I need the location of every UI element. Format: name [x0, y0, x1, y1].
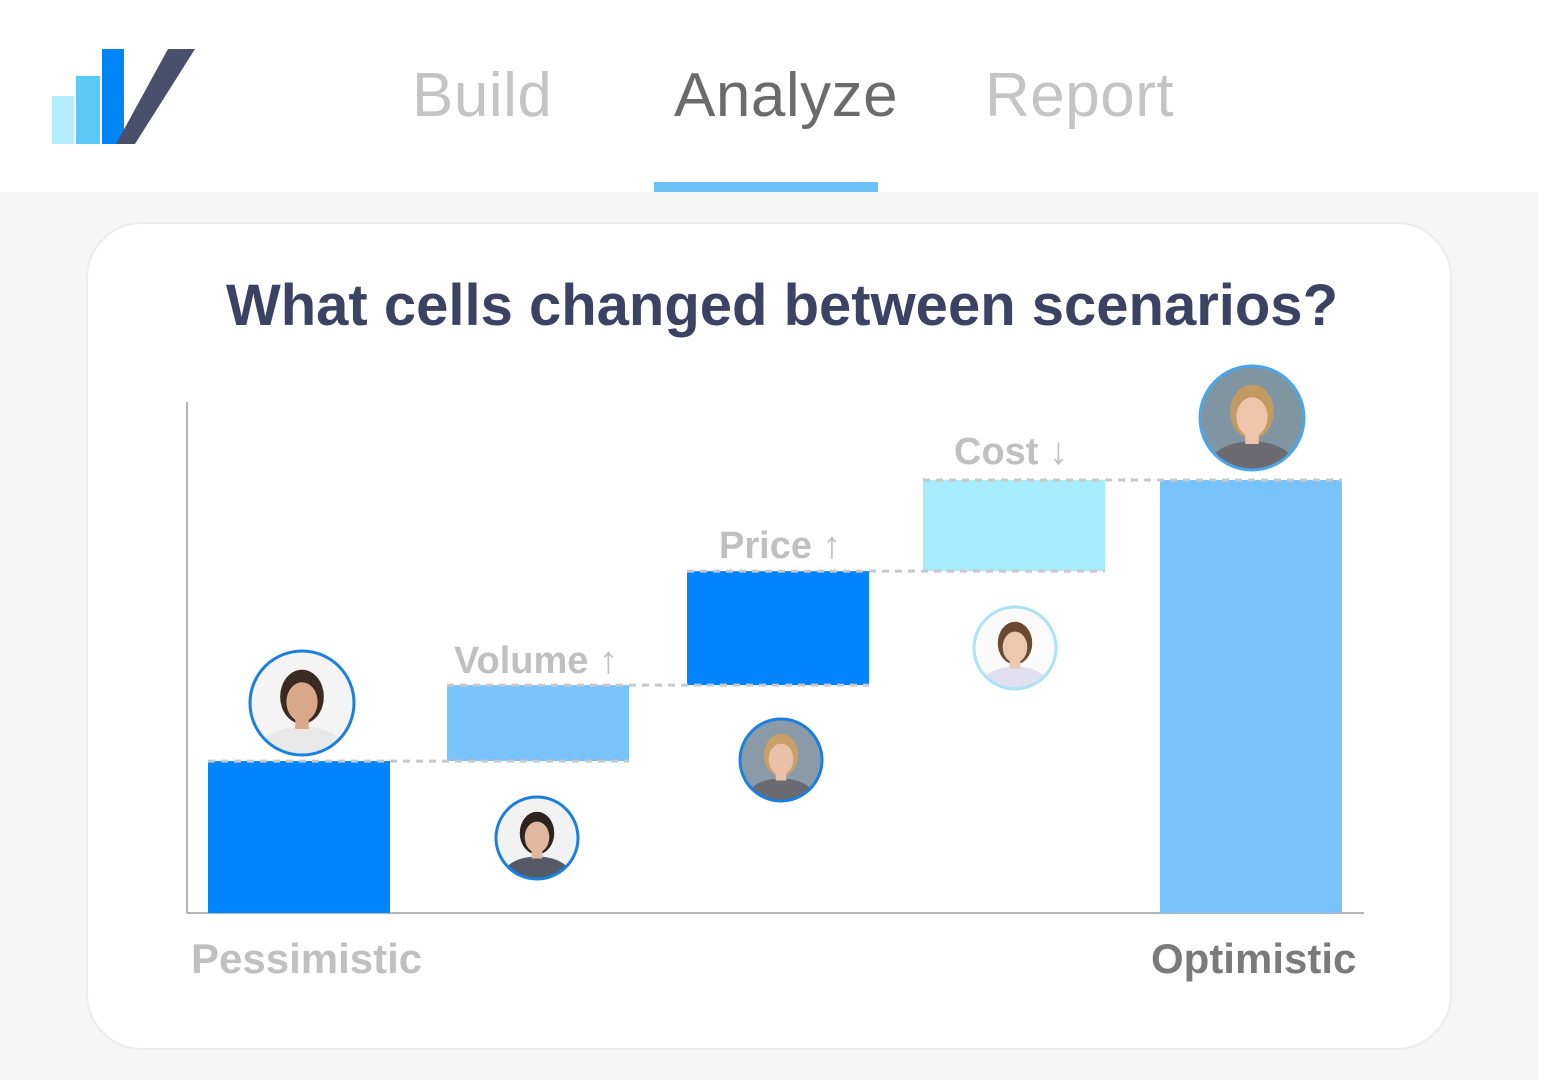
- axis-label-pessimistic: Pessimistic: [191, 935, 422, 982]
- bar-pessimistic: [208, 761, 390, 913]
- tab-build[interactable]: Build: [412, 61, 553, 130]
- bar-optimistic: [1160, 480, 1342, 913]
- active-tab-indicator: [654, 182, 878, 192]
- axis-label-optimistic: Optimistic: [1151, 935, 1356, 982]
- tab-analyze[interactable]: Analyze: [674, 61, 899, 130]
- man-suit-avatar: [494, 795, 580, 881]
- step-label-cost: Cost ↓: [954, 431, 1068, 473]
- bar-volume: [447, 685, 629, 762]
- app-logo-icon: [52, 49, 195, 144]
- woman-blonde-avatar: [738, 717, 824, 803]
- bar-price: [687, 571, 869, 686]
- window-edge: [1538, 0, 1544, 1080]
- chart-title: What cells changed between scenarios?: [226, 273, 1338, 338]
- step-label-volume: Volume ↑: [454, 640, 618, 682]
- top-navigation-bar: Build Analyze Report: [0, 0, 1544, 192]
- bar-cost: [923, 480, 1105, 572]
- step-label-price: Price ↑: [719, 525, 842, 567]
- woman-blonde-large-avatar: [1198, 364, 1306, 472]
- woman-laptop-avatar: [972, 605, 1058, 691]
- tab-report[interactable]: Report: [985, 61, 1175, 130]
- man-smiling-avatar: [248, 649, 356, 757]
